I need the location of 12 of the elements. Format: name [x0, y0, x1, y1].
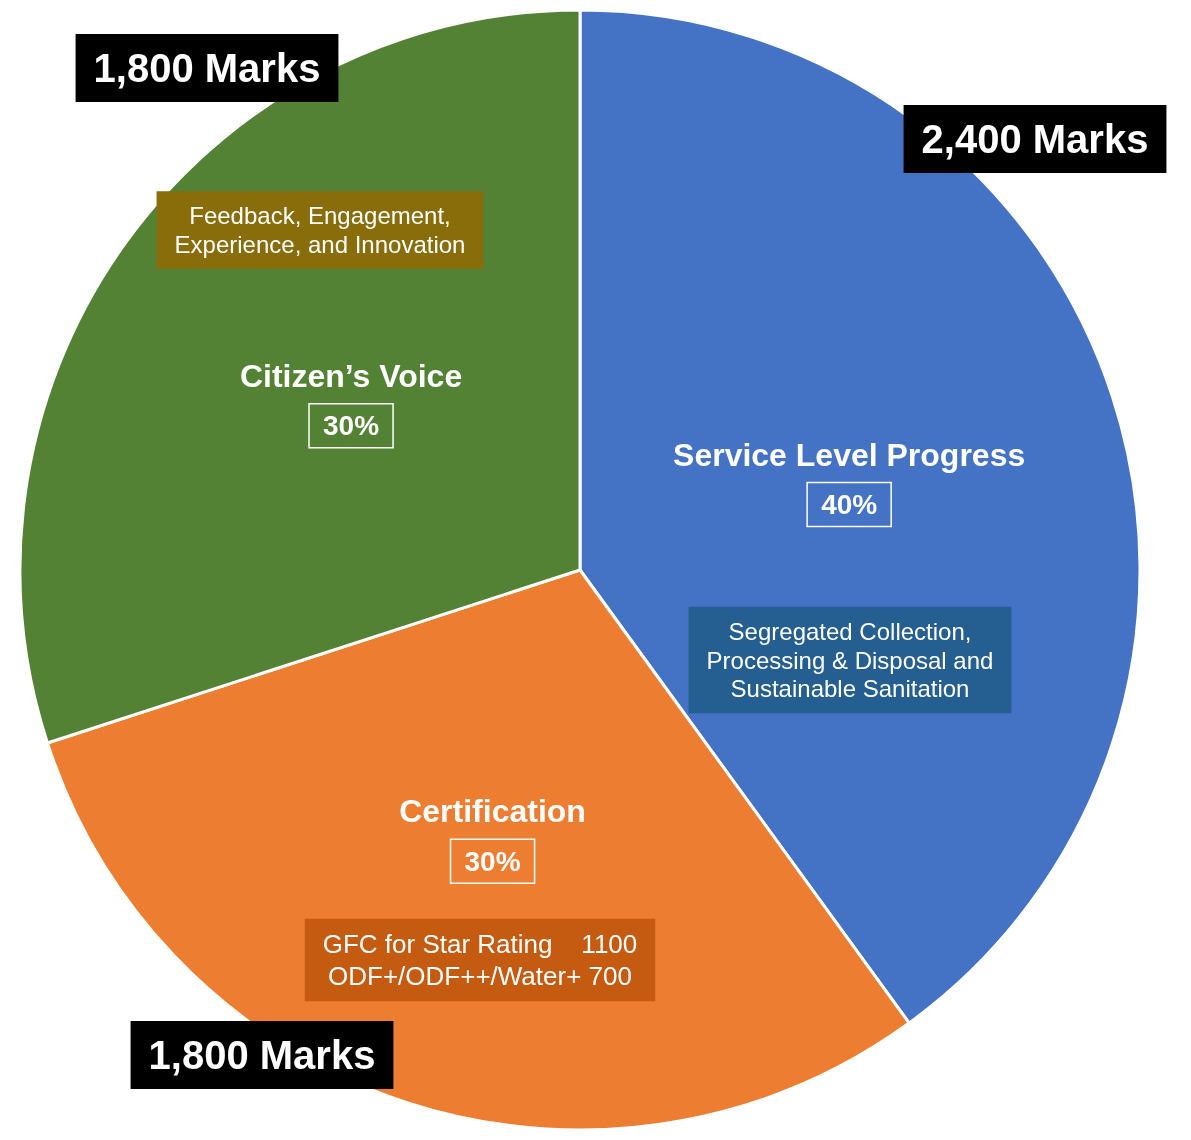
data-label: 40%	[821, 489, 878, 521]
text: 1,800 Marks	[148, 1033, 376, 1077]
text: GFC for Star Rating 1100 ODF+/ODF++/Water+ 700	[322, 929, 638, 991]
text: 2,400 Marks	[921, 117, 1149, 161]
data-label: 30%	[323, 410, 380, 442]
slice-label: Certification	[399, 793, 586, 830]
data-label: 30%	[464, 845, 521, 877]
slice-label: Service Level Progress	[673, 436, 1026, 473]
slice-label: Citizen’s Voice	[239, 357, 463, 394]
text: Feedback, Engagement, Experience, and Innovation	[174, 202, 466, 258]
text: 1,800 Marks	[93, 46, 321, 90]
text: Segregated Collection, Processing & Disposal and Sustainable Sanitation	[706, 617, 994, 703]
